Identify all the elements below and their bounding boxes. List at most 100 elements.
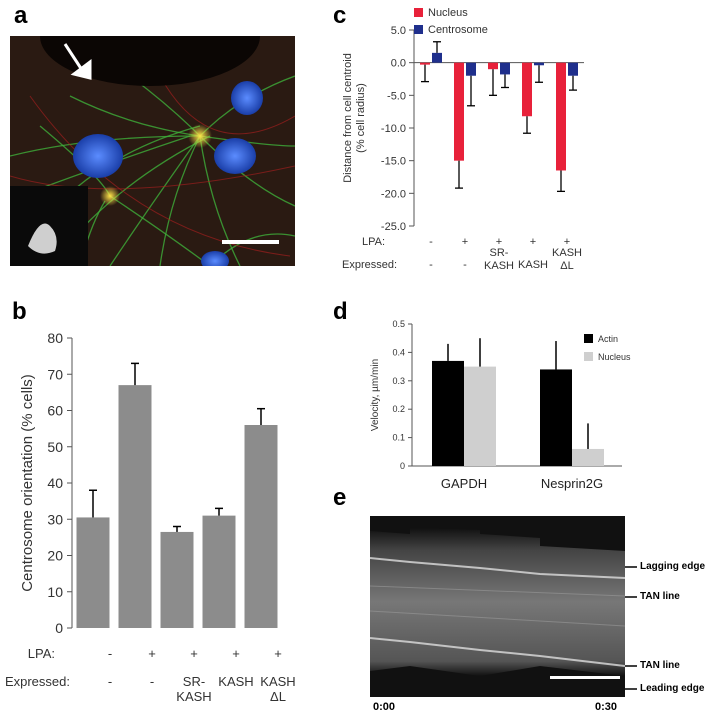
expressed-label: - xyxy=(108,674,112,689)
y-tick-label: 0.5 xyxy=(392,319,405,329)
y-tick-label: -10.0 xyxy=(381,123,406,135)
bar-centrosome xyxy=(500,62,510,75)
kymograph-pointers xyxy=(625,566,637,690)
micrograph-image xyxy=(10,36,295,266)
lpa-label: - xyxy=(429,236,433,248)
time-start-label: 0:00 xyxy=(373,701,396,713)
panel-label-c: c xyxy=(333,2,347,29)
lagging-edge-label: Lagging edge xyxy=(640,561,705,572)
bar-actin xyxy=(432,360,464,466)
time-end-label: 0:30 xyxy=(595,701,618,713)
scale-bar xyxy=(550,676,620,679)
lpa-label: + xyxy=(190,646,198,661)
kymograph-image xyxy=(370,516,625,697)
expressed-label: SR- xyxy=(490,247,509,259)
y-tick-label: 0 xyxy=(400,461,405,471)
bar xyxy=(76,517,110,628)
arrow-icon xyxy=(63,43,92,80)
y-tick-label: 70 xyxy=(47,366,63,382)
y-tick-label: 0.3 xyxy=(392,376,405,386)
nucleus xyxy=(201,251,229,266)
scale-bar xyxy=(222,240,279,244)
y-axis-label: Velocity, µm/min xyxy=(370,359,381,431)
y-axis-label: Centrosome orientation (% cells) xyxy=(19,374,36,592)
legend-swatch-nucleus xyxy=(584,352,593,361)
row-label-lpa: LPA: xyxy=(362,236,385,248)
y-tick-label: 0 xyxy=(55,620,63,636)
y-tick-label: -5.0 xyxy=(387,90,406,102)
legend-label-centrosome: Centrosome xyxy=(428,24,488,36)
bar-nucleus xyxy=(556,62,566,171)
y-tick-label: 0.2 xyxy=(392,404,405,414)
panel-label-d: d xyxy=(333,298,348,325)
bar xyxy=(160,531,194,628)
dark-cell-free-region xyxy=(40,36,260,86)
bar-nucleus xyxy=(420,62,430,65)
nucleus xyxy=(231,81,263,115)
y-tick-label: 80 xyxy=(47,330,63,346)
row-label-expressed: Expressed: xyxy=(5,674,70,689)
legend-label-actin: Actin xyxy=(598,334,618,344)
lpa-label: + xyxy=(274,646,282,661)
y-tick-label: 0.0 xyxy=(391,58,406,70)
x-category-label: Nesprin2G xyxy=(541,476,603,491)
bar-nucleus xyxy=(572,448,604,466)
lpa-label: - xyxy=(108,646,112,661)
expressed-label: ΔL xyxy=(270,689,286,704)
y-tick-label: 0.4 xyxy=(392,347,405,357)
y-tick-label: 60 xyxy=(47,403,63,419)
bar-nucleus xyxy=(464,366,496,466)
y-tick-label: 30 xyxy=(47,511,63,527)
legend-swatch-centrosome xyxy=(414,25,423,34)
expressed-label: ΔL xyxy=(560,260,573,272)
bar-centrosome xyxy=(534,62,544,66)
expressed-label: - xyxy=(150,674,154,689)
nucleus xyxy=(214,138,256,174)
row-label-expressed: Expressed: xyxy=(342,259,397,271)
bar xyxy=(118,385,152,628)
y-tick-label: -15.0 xyxy=(381,156,406,168)
y-axis-label-line1: Distance from cell centroid xyxy=(342,53,354,183)
legend-label-nucleus: Nucleus xyxy=(598,352,631,362)
y-axis-label-line2: (% cell radius) xyxy=(355,83,367,153)
legend-label-nucleus: Nucleus xyxy=(428,7,468,19)
bar-nucleus xyxy=(454,62,464,161)
expressed-label: SR- xyxy=(183,674,205,689)
leading-edge-label: Leading edge xyxy=(640,683,705,694)
expressed-label: KASH xyxy=(518,259,548,271)
y-tick-label: 50 xyxy=(47,439,63,455)
panel-label-e: e xyxy=(333,484,347,511)
expressed-label: KASH xyxy=(552,247,582,259)
lpa-label: + xyxy=(564,236,570,248)
tan-line-label-lower: TAN line xyxy=(640,660,680,671)
y-tick-label: -20.0 xyxy=(381,188,406,200)
y-tick-label: 0.1 xyxy=(392,433,405,443)
actin-fibers xyxy=(10,75,295,257)
kymograph-svg xyxy=(370,528,625,679)
bar xyxy=(244,425,278,628)
expressed-label: KASH xyxy=(260,674,295,689)
bar-centrosome xyxy=(432,52,442,63)
inset-cell xyxy=(28,223,57,254)
expressed-label: KASH xyxy=(176,689,211,704)
lpa-label: + xyxy=(496,236,502,248)
expressed-label: KASH xyxy=(218,674,253,689)
micrograph-svg xyxy=(10,36,295,266)
legend-swatch-nucleus xyxy=(414,8,423,17)
x-category-label: GAPDH xyxy=(441,476,487,491)
expressed-label: - xyxy=(429,259,433,271)
y-tick-label: 20 xyxy=(47,548,63,564)
panel-label-b: b xyxy=(12,298,27,325)
expressed-label: KASH xyxy=(484,260,514,272)
y-tick-label: 5.0 xyxy=(391,25,406,37)
panel-label-a: a xyxy=(14,2,28,29)
lpa-label: + xyxy=(232,646,240,661)
y-tick-label: 40 xyxy=(47,475,63,491)
bar-nucleus xyxy=(488,62,498,70)
chart-velocity: 0 0.1 0.2 0.3 0.4 0.5 Velocity, µm/min GAPDH Nes… xyxy=(370,319,631,491)
nucleus xyxy=(73,134,123,178)
bar-nucleus xyxy=(522,62,532,117)
bar-centrosome xyxy=(568,62,578,76)
lpa-label: + xyxy=(462,236,468,248)
chart-centrosome-orientation: 0 10 20 30 40 50 60 70 80 Centrosome orientation … xyxy=(5,330,296,704)
